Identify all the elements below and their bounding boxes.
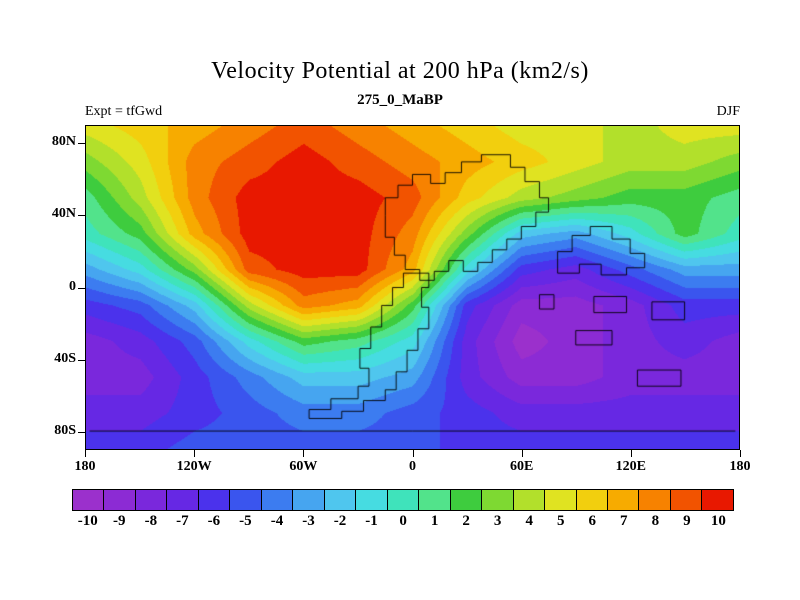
colorbar-tick-label: -3 (302, 513, 315, 529)
x-axis-tick-label: 120E (615, 459, 646, 474)
y-axis-tick (78, 143, 85, 145)
experiment-label: Expt = tfGwd (85, 104, 163, 119)
colorbar-tick-label: -4 (270, 513, 284, 529)
colorbar-segment (575, 490, 607, 510)
colorbar-segment (166, 490, 198, 510)
map-frame (85, 125, 740, 450)
colorbar-tick-label: 3 (493, 513, 502, 529)
y-axis-tick-label: 40N (51, 206, 76, 222)
x-axis-tick-label: 120W (176, 459, 212, 474)
x-axis-tick (630, 450, 632, 457)
x-axis-tick (521, 450, 523, 457)
colorbar-tick-label: 10 (710, 513, 726, 529)
colorbar-segment (544, 490, 576, 510)
season-label: DJF (716, 104, 740, 119)
colorbar-tick-label: 4 (525, 513, 533, 529)
colorbar-tick-label: 2 (462, 513, 470, 529)
colorbar-segment (701, 490, 733, 510)
colorbar-segment (512, 490, 545, 510)
colorbar-tick-label: -7 (176, 513, 189, 529)
colorbar-tick-label: 8 (651, 513, 660, 529)
colorbar-segment (669, 490, 702, 510)
y-axis-tick (78, 359, 85, 361)
colorbar-tick-label: -10 (77, 513, 98, 529)
contour-map-canvas (86, 126, 739, 449)
colorbar-tick-label: -2 (333, 513, 347, 529)
colorbar-segment (481, 490, 513, 510)
x-axis-tick (194, 450, 196, 457)
colorbar-tick-label: -1 (365, 513, 378, 529)
y-axis-tick-label: 40S (54, 350, 76, 366)
colorbar-segment (449, 490, 482, 510)
colorbar-segment (260, 490, 293, 510)
colorbar-segment (73, 490, 104, 510)
x-axis-tick-label: 60W (289, 459, 318, 474)
colorbar-segment (229, 490, 261, 510)
x-axis-tick (303, 450, 305, 457)
colorbar-segment (355, 490, 387, 510)
colorbar-tick-label: 1 (430, 513, 439, 529)
colorbar-tick-label: 0 (399, 513, 407, 529)
colorbar-tick-label: 7 (620, 513, 628, 529)
x-axis-tick-label: 60E (509, 459, 534, 474)
colorbar-tick-label: 5 (556, 513, 565, 529)
colorbar-segment (386, 490, 419, 510)
plot-title: Velocity Potential at 200 hPa (km2/s) (211, 58, 589, 84)
colorbar-tick-label: -6 (207, 513, 221, 529)
colorbar-tick-label: 6 (588, 513, 597, 529)
colorbar-segment (134, 490, 167, 510)
y-axis-tick (78, 431, 85, 433)
x-axis-tick (85, 450, 86, 457)
colorbar-segment (292, 490, 324, 510)
colorbar-segment (418, 490, 450, 510)
colorbar-segment (606, 490, 639, 510)
plot-subtitle: 275_0_MaBP (357, 92, 443, 108)
y-axis-tick (78, 287, 85, 289)
x-axis-tick-label: 0 (409, 459, 416, 474)
y-axis-tick (78, 215, 85, 217)
colorbar-segment (638, 490, 670, 510)
y-axis-tick-label: 0 (69, 278, 76, 294)
colorbar-tick-label: -8 (144, 513, 158, 529)
colorbar-segment (197, 490, 230, 510)
colorbar-labels: -10 -9 -8 -7 -6 -5 -4 -3 -2 -1 0 1 2 3 4 5 6 7 8 9 10 (72, 513, 734, 530)
x-axis-tick-label: 180 (74, 459, 96, 474)
colorbar-segment (323, 490, 356, 510)
colorbar-tick-label: -5 (239, 513, 252, 529)
x-axis-tick-label: 180 (729, 459, 751, 474)
y-axis-tick-label: 80N (51, 134, 76, 150)
colorbar-segment (103, 490, 135, 510)
y-axis-tick-label: 80S (54, 423, 76, 439)
x-axis-tick (412, 450, 414, 457)
colorbar-tick-label: -9 (113, 513, 126, 529)
colorbar-tick-label: 9 (683, 513, 691, 529)
colorbar (72, 489, 734, 511)
x-axis-tick (740, 450, 741, 457)
